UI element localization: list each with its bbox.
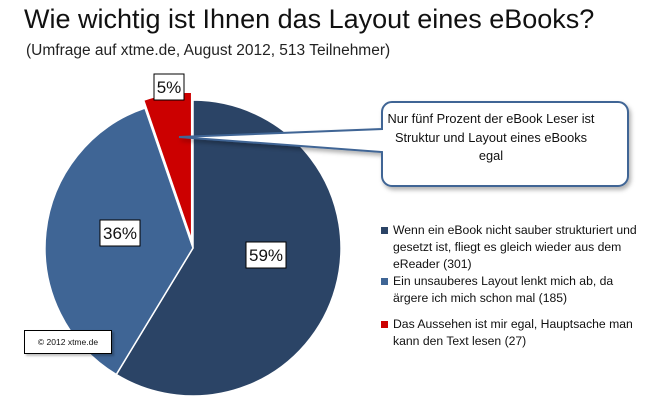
legend-item: Ein unsauberes Layout lenkt mich ab, da … <box>381 273 641 307</box>
slice-label-box <box>245 241 287 269</box>
slice-percent-label: 5% <box>157 78 182 97</box>
pie-slice <box>115 99 342 397</box>
legend: Wenn ein eBook nicht sauber strukturiert… <box>381 222 641 350</box>
legend-swatch <box>381 321 388 328</box>
legend-label: Wenn ein eBook nicht sauber strukturiert… <box>393 223 637 271</box>
slice-percent-label: 36% <box>103 224 137 243</box>
callout-bubble <box>178 101 629 187</box>
legend-swatch <box>381 227 388 234</box>
legend-label: Das Aussehen ist mir egal, Hauptsache ma… <box>393 317 633 348</box>
legend-label: Ein unsauberes Layout lenkt mich ab, da … <box>393 274 614 305</box>
slice-label-box <box>99 219 141 247</box>
legend-swatch <box>381 278 388 285</box>
legend-item: Das Aussehen ist mir egal, Hauptsache ma… <box>381 316 641 350</box>
legend-item: Wenn ein eBook nicht sauber strukturiert… <box>381 222 641 273</box>
slice-percent-label: 59% <box>249 246 283 265</box>
chart-subtitle: (Umfrage auf xtme.de, August 2012, 513 T… <box>26 42 391 59</box>
slice-label-box <box>153 73 185 101</box>
callout-text: Nur fünf Prozent der eBook Leser ist Str… <box>387 111 595 163</box>
chart-title: Wie wichtig ist Ihnen das Layout eines e… <box>24 4 595 34</box>
copyright-box: © 2012 xtme.de <box>24 330 112 354</box>
